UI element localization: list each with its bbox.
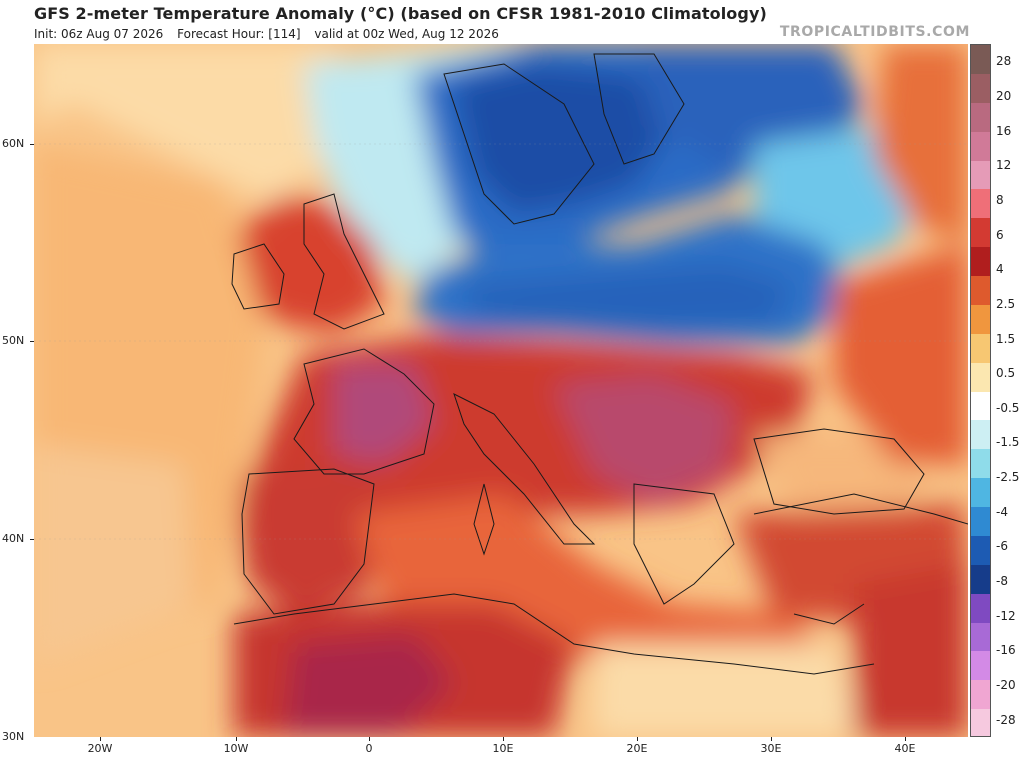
colorbar-label: 4 — [996, 262, 1004, 277]
lon-tick — [637, 737, 638, 741]
lon-label-20w: 20W — [87, 742, 113, 755]
colorbar-segment — [971, 218, 990, 248]
lon-label-10e: 10E — [492, 742, 514, 755]
colorbar-label: 6 — [996, 227, 1004, 242]
colorbar-segment — [971, 709, 990, 736]
colorbar-segment — [971, 564, 990, 594]
lat-tick — [30, 144, 34, 145]
lon-tick — [100, 737, 101, 741]
colorbar-label: 20 — [996, 88, 1012, 103]
anomaly-map[interactable] — [34, 44, 968, 737]
colorbar-segment — [971, 449, 990, 479]
colorbar-segment — [971, 362, 990, 392]
lon-label-20e: 20E — [626, 742, 648, 755]
map-svg — [34, 44, 968, 737]
lon-tick — [771, 737, 772, 741]
lon-label-10w: 10W — [223, 742, 249, 755]
brand-watermark: TROPICALTIDBITS.COM — [779, 24, 970, 40]
lat-label-40n: 40N — [2, 532, 25, 545]
colorbar-segment — [971, 333, 990, 363]
colorbar-label: -0.5 — [996, 400, 1020, 415]
colorbar-segment — [971, 131, 990, 161]
lon-tick — [905, 737, 906, 741]
colorbar-segment — [971, 680, 990, 710]
colorbar-segment — [971, 420, 990, 450]
colorbar-segment — [971, 276, 990, 305]
chart-title: GFS 2-meter Temperature Anomaly (°C) (ba… — [34, 4, 767, 23]
colorbar-label: 28 — [996, 54, 1012, 69]
colorbar-label: 0.5 — [996, 366, 1016, 381]
forecast-hour: Forecast Hour: [114] — [177, 27, 301, 41]
lat-label-60n: 60N — [2, 137, 25, 150]
colorbar-segment — [971, 478, 990, 507]
colorbar-label: 12 — [996, 158, 1012, 173]
colorbar-segment — [971, 593, 990, 623]
colorbar-segment — [971, 102, 990, 132]
colorbar-label: -28 — [996, 712, 1016, 727]
init-time: Init: 06z Aug 07 2026 — [34, 27, 164, 41]
colorbar-label: -8 — [996, 574, 1008, 589]
colorbar-segment — [971, 535, 990, 565]
valid-time: valid at 00z Wed, Aug 12 2026 — [314, 27, 499, 41]
lon-label-30e: 30E — [760, 742, 782, 755]
lat-label-50n: 50N — [2, 334, 25, 347]
lon-tick — [503, 737, 504, 741]
chart-subtitle: Init: 06z Aug 07 2026 Forecast Hour: [11… — [34, 27, 509, 41]
colorbar-label: 2.5 — [996, 296, 1016, 311]
colorbar-segment — [971, 247, 990, 276]
colorbar-label: -16 — [996, 643, 1016, 658]
colorbar-segment — [971, 189, 990, 219]
colorbar-label: -2.5 — [996, 470, 1020, 485]
colorbar-label: -4 — [996, 504, 1008, 519]
lon-tick — [369, 737, 370, 741]
colorbar-label: -12 — [996, 608, 1016, 623]
lat-tick — [30, 341, 34, 342]
colorbar-segment — [971, 304, 990, 334]
colorbar-segment — [971, 391, 990, 421]
colorbar-label: -6 — [996, 539, 1008, 554]
colorbar-segment — [971, 622, 990, 652]
colorbar — [970, 44, 991, 737]
colorbar-label: 1.5 — [996, 331, 1016, 346]
colorbar-label: -1.5 — [996, 435, 1020, 450]
lon-label-0: 0 — [365, 742, 373, 755]
lat-tick — [30, 539, 34, 540]
lon-tick — [236, 737, 237, 741]
colorbar-segment — [971, 507, 990, 536]
colorbar-segment — [971, 73, 990, 103]
lon-label-40e: 40E — [894, 742, 916, 755]
colorbar-label: 16 — [996, 123, 1012, 138]
lat-label-30n: 30N — [2, 730, 25, 743]
colorbar-segment — [971, 651, 990, 681]
colorbar-segment — [971, 45, 990, 74]
colorbar-segment — [971, 160, 990, 190]
colorbar-label: -20 — [996, 678, 1016, 693]
colorbar-label: 8 — [996, 192, 1004, 207]
